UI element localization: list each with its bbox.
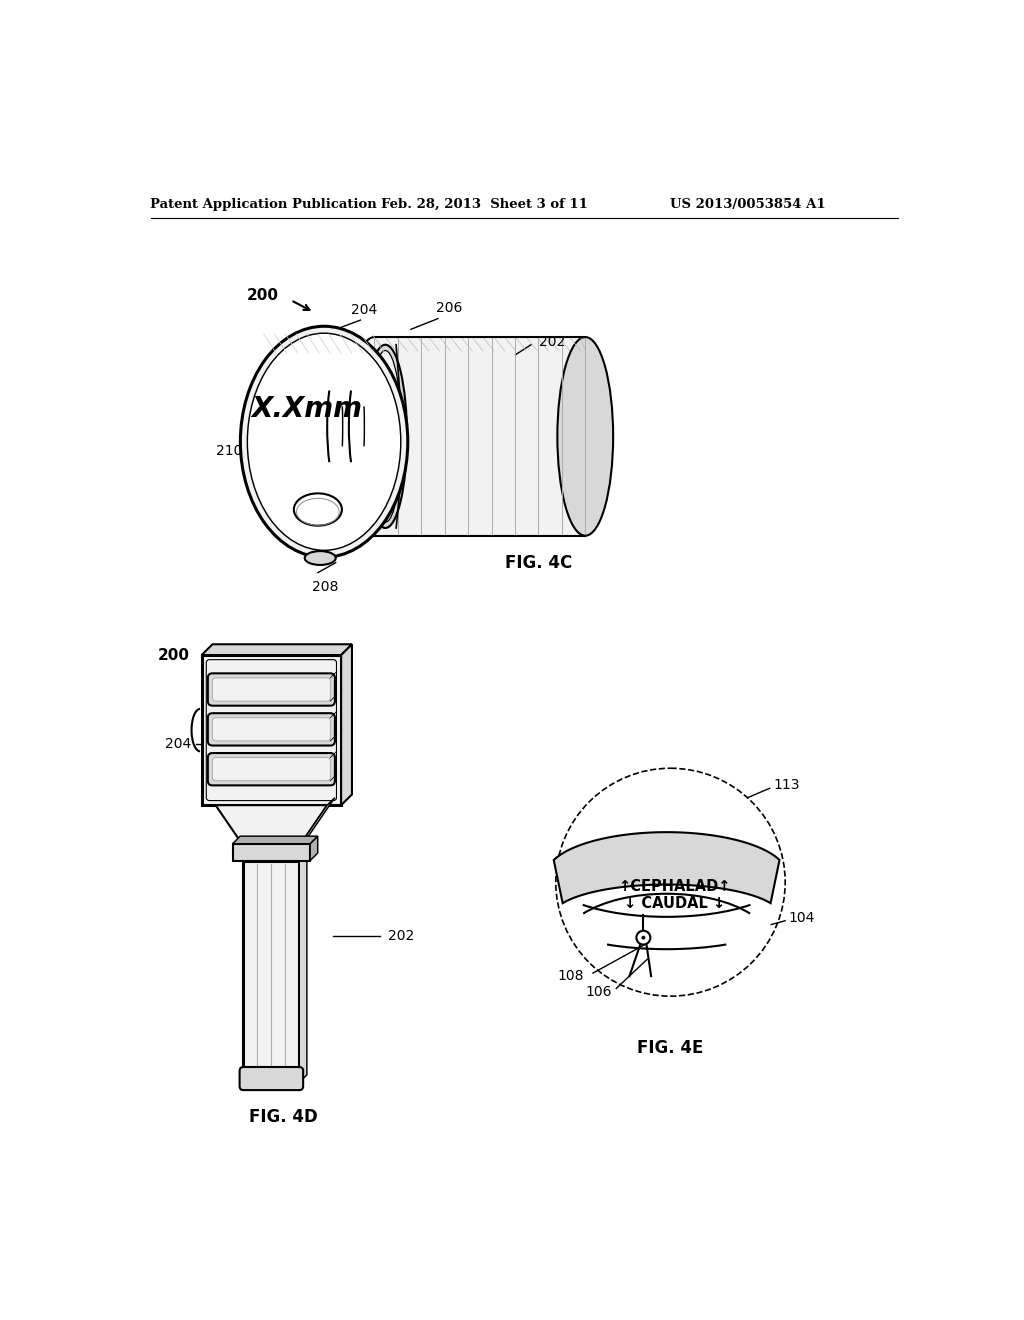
Text: 113: 113 xyxy=(773,779,800,792)
Ellipse shape xyxy=(305,552,336,565)
Text: 204: 204 xyxy=(165,737,191,751)
Ellipse shape xyxy=(248,333,400,550)
Text: FIG. 4D: FIG. 4D xyxy=(249,1107,317,1126)
Ellipse shape xyxy=(364,345,407,528)
FancyBboxPatch shape xyxy=(208,713,335,746)
Text: 104: 104 xyxy=(788,911,815,925)
Text: FIG. 4C: FIG. 4C xyxy=(505,553,572,572)
Circle shape xyxy=(636,931,650,945)
Text: 200: 200 xyxy=(158,648,190,663)
Circle shape xyxy=(641,936,645,940)
Text: 204: 204 xyxy=(351,304,378,317)
Text: 206: 206 xyxy=(251,842,276,857)
Ellipse shape xyxy=(294,494,342,525)
Text: US 2013/0053854 A1: US 2013/0053854 A1 xyxy=(670,198,825,211)
Polygon shape xyxy=(299,853,307,1082)
FancyBboxPatch shape xyxy=(212,758,331,780)
FancyBboxPatch shape xyxy=(208,673,335,706)
Text: Feb. 28, 2013  Sheet 3 of 11: Feb. 28, 2013 Sheet 3 of 11 xyxy=(381,198,588,211)
Polygon shape xyxy=(301,797,335,843)
Text: 202: 202 xyxy=(539,335,565,348)
FancyBboxPatch shape xyxy=(212,678,331,701)
FancyBboxPatch shape xyxy=(208,752,335,785)
Polygon shape xyxy=(202,655,341,805)
Polygon shape xyxy=(554,832,779,903)
Polygon shape xyxy=(244,861,299,1082)
Text: FIG. 4E: FIG. 4E xyxy=(637,1039,703,1057)
Text: X.Xmm: X.Xmm xyxy=(252,396,362,424)
Ellipse shape xyxy=(557,337,613,536)
Polygon shape xyxy=(216,805,328,843)
Polygon shape xyxy=(310,836,317,861)
Text: 200: 200 xyxy=(247,288,280,304)
Text: ↑CEPHALAD↑: ↑CEPHALAD↑ xyxy=(618,879,731,895)
Polygon shape xyxy=(375,337,586,536)
Text: 108: 108 xyxy=(557,969,584,983)
Text: 210: 210 xyxy=(216,444,243,458)
Text: 208: 208 xyxy=(312,581,339,594)
FancyBboxPatch shape xyxy=(240,1067,303,1090)
Text: ↓ CAUDAL ↓: ↓ CAUDAL ↓ xyxy=(624,896,725,911)
FancyBboxPatch shape xyxy=(212,718,331,741)
Text: 206: 206 xyxy=(436,301,463,315)
Text: 202: 202 xyxy=(388,929,414,942)
Ellipse shape xyxy=(369,351,401,523)
Polygon shape xyxy=(232,843,310,861)
Polygon shape xyxy=(232,836,317,843)
Polygon shape xyxy=(341,644,352,805)
Ellipse shape xyxy=(241,326,408,557)
Text: Patent Application Publication: Patent Application Publication xyxy=(151,198,377,211)
Polygon shape xyxy=(202,644,352,655)
Text: 106: 106 xyxy=(586,985,612,998)
